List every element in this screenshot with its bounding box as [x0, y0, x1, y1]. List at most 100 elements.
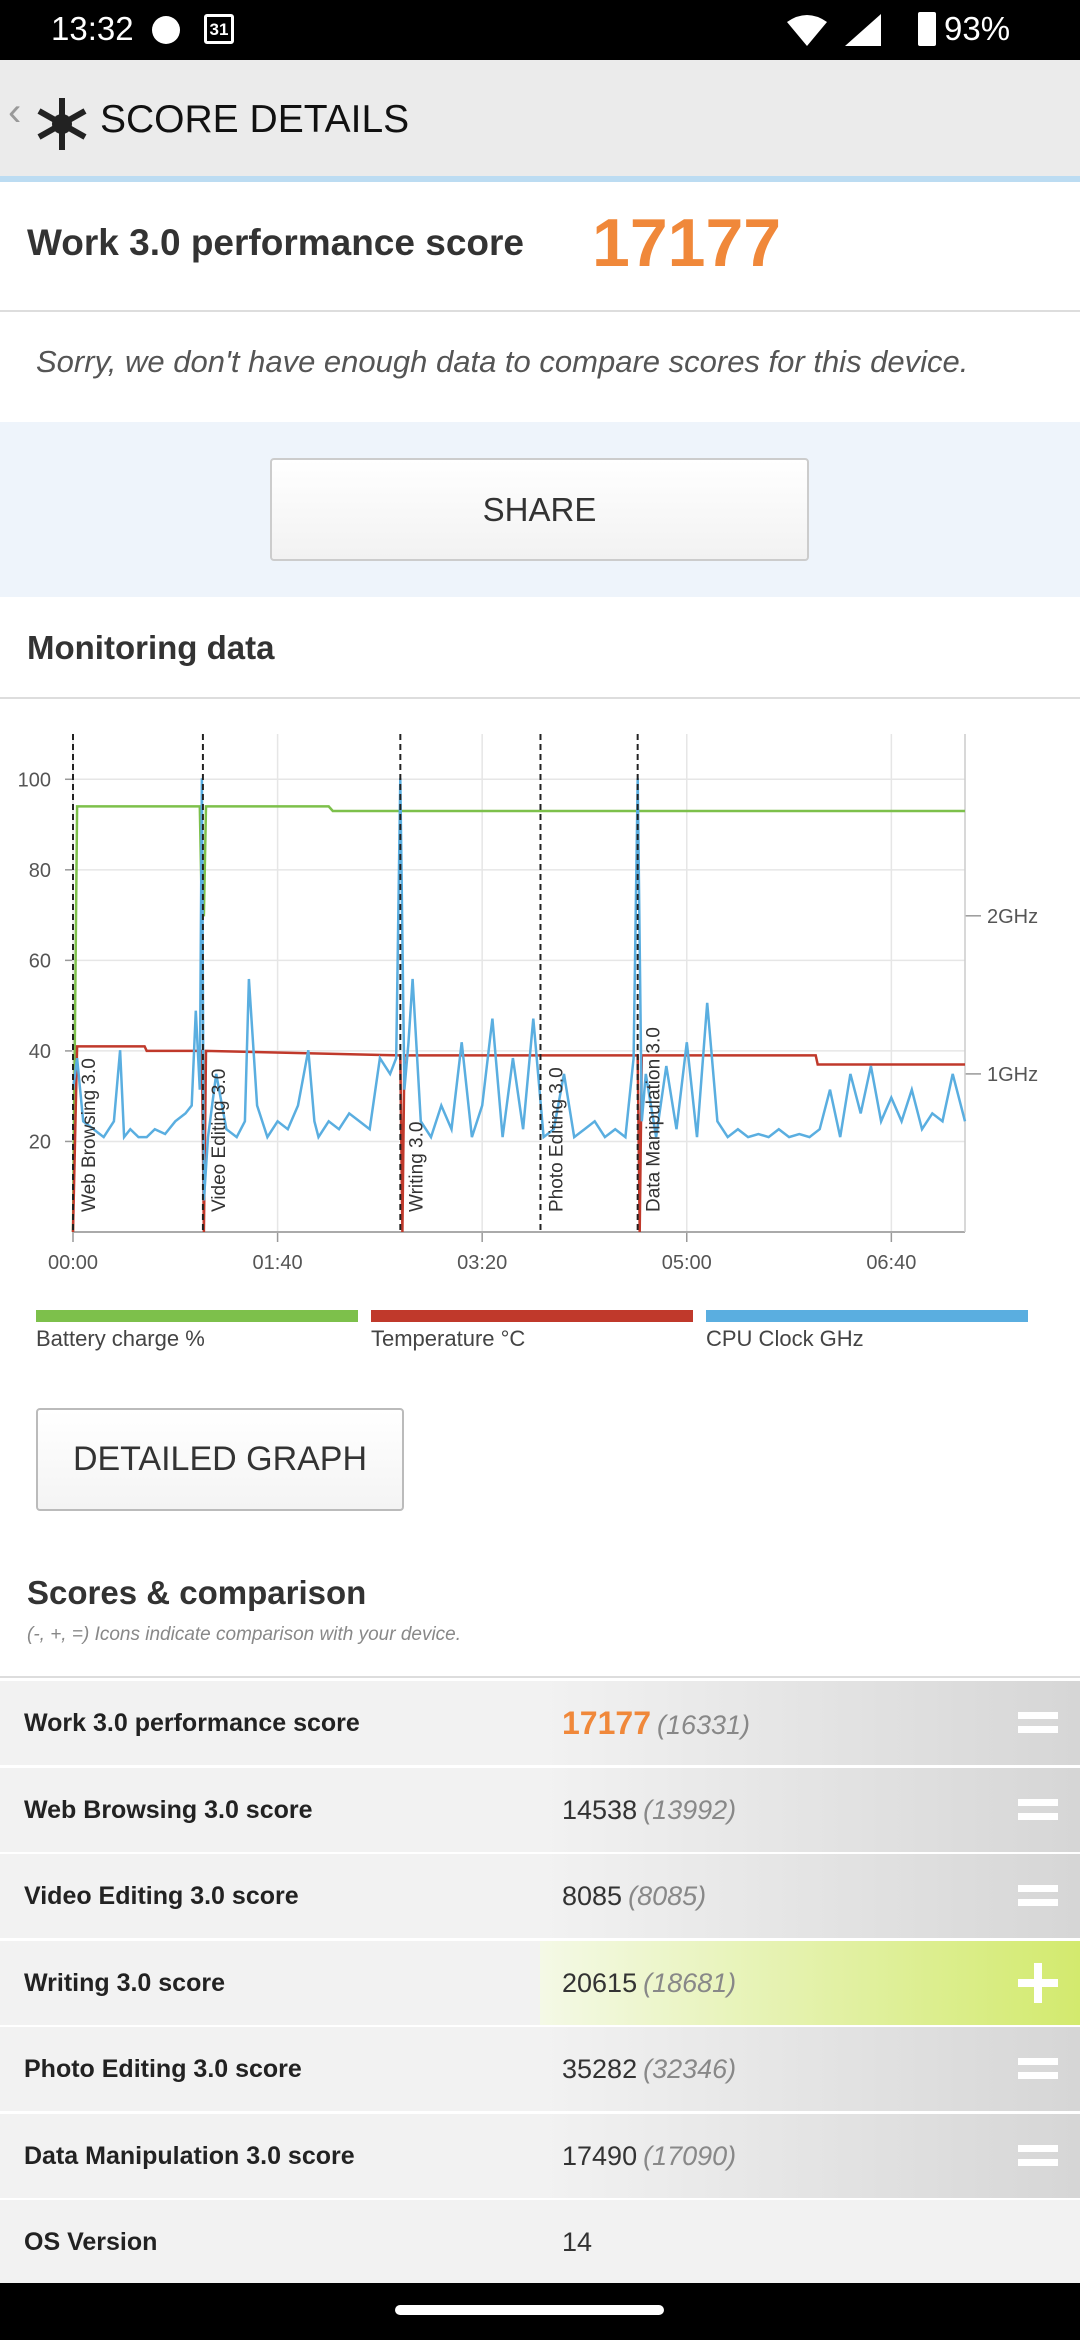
monitoring-header: Monitoring data: [0, 597, 1080, 699]
y-tick-label: 80: [29, 860, 51, 882]
segment-label: Writing 3.0: [406, 1122, 427, 1212]
comparison-icon: [1018, 1712, 1058, 1733]
app-bar: ‹ SCORE DETAILS: [0, 60, 1080, 176]
scores-title: Scores & comparison: [27, 1574, 367, 1611]
x-tick-label: 03:20: [457, 1252, 507, 1274]
score-row: Work 3.0 performance score 17177 (16331): [0, 1681, 1080, 1768]
row-value-cell: 17177 (16331): [540, 1681, 1080, 1765]
row-value: 17490 (17090): [562, 2114, 736, 2198]
row-value-cell: 14: [540, 2200, 1080, 2284]
row-label: Photo Editing 3.0 score: [24, 2055, 302, 2083]
signal-icons: [787, 14, 881, 46]
detailed-graph-button[interactable]: DETAILED GRAPH: [36, 1408, 404, 1511]
score: 14: [562, 2227, 593, 2257]
row-value-cell: 20615 (18681): [540, 1940, 1080, 2025]
series-line: [71, 778, 967, 1201]
row-value: 17177 (16331): [562, 1681, 750, 1767]
nav-bar: [0, 2283, 1080, 2340]
y-tick-label: 40: [29, 1041, 51, 1063]
score: 17177: [562, 1705, 651, 1741]
legend-swatch: [371, 1310, 693, 1322]
score: 8085: [562, 1881, 623, 1911]
score-row: Video Editing 3.0 score 8085 (8085): [0, 1854, 1080, 1941]
series-line: [71, 1045, 965, 1233]
y2-tick-label: 1GHz: [987, 1064, 1038, 1086]
y2-tick-label: 2GHz: [987, 906, 1038, 928]
compare-score: (32346): [643, 2054, 737, 2084]
segment-label: Video Editing 3.0: [209, 1069, 230, 1212]
y-tick-label: 60: [29, 950, 51, 972]
legend-swatch: [706, 1310, 1028, 1322]
row-value: 20615 (18681): [562, 1941, 736, 2025]
x-tick-label: 01:40: [253, 1252, 303, 1274]
row-value-cell: 8085 (8085): [540, 1854, 1080, 1938]
comparison-icon: [1018, 2058, 1058, 2079]
x-tick-label: 00:00: [48, 1252, 98, 1274]
segment-label: Photo Editing 3.0: [546, 1067, 567, 1212]
score-row: Photo Editing 3.0 score 35282 (32346): [0, 2027, 1080, 2114]
compare-score: (16331): [656, 1710, 751, 1740]
legend-label: Temperature °C: [371, 1326, 525, 1351]
messenger-icon: [152, 16, 180, 44]
note-row: Sorry, we don't have enough data to comp…: [0, 312, 1080, 422]
legend-label: CPU Clock GHz: [706, 1326, 864, 1351]
compare-score: (18681): [643, 1967, 737, 1998]
battery-level: 93%: [944, 10, 1011, 47]
battery-icon: [918, 12, 936, 46]
row-value-cell: 14538 (13992): [540, 1767, 1080, 1852]
comparison-icon: [1018, 2144, 1058, 2166]
scores-subtitle: (-, +, =) Icons indicate comparison with…: [27, 1624, 462, 1645]
row-label: Work 3.0 performance score: [24, 1709, 360, 1737]
time: 13:32: [51, 10, 134, 47]
note: Sorry, we don't have enough data to comp…: [36, 344, 969, 379]
share-button[interactable]: SHARE: [270, 458, 809, 561]
row-label: Video Editing 3.0 score: [24, 1882, 299, 1910]
monitoring-title: Monitoring data: [27, 629, 275, 666]
row-value: 14: [562, 2200, 592, 2284]
share-area: SHARE: [0, 422, 1080, 597]
score-label: Work 3.0 performance score: [27, 222, 524, 263]
row-value: 14538 (13992): [562, 1768, 736, 1852]
app-logo: [37, 98, 87, 150]
status-bar: 13:32 31 93%: [0, 0, 1080, 60]
compare-score: (8085): [628, 1881, 707, 1911]
score: 35282: [562, 2054, 638, 2084]
score: 20615: [562, 1967, 638, 1998]
legend-label: Battery charge %: [36, 1326, 205, 1351]
y-tick-label: 20: [29, 1131, 51, 1153]
score-row: Data Manipulation 3.0 score 17490 (17090): [0, 2113, 1080, 2201]
score: 14538: [562, 1794, 638, 1825]
row-value: 8085 (8085): [562, 1854, 706, 1938]
row-value-cell: 17490 (17090): [540, 2113, 1080, 2198]
x-tick-label: 05:00: [662, 1252, 712, 1274]
x-tick-label: 06:40: [866, 1252, 916, 1274]
score-card: Work 3.0 performance score 17177: [0, 182, 1080, 312]
compare-score: (17090): [643, 2140, 737, 2171]
segment-label: Data Manipulation 3.0: [644, 1027, 665, 1212]
score-row: Writing 3.0 score 20615 (18681): [0, 1940, 1080, 2028]
comparison-icon: [1018, 1885, 1058, 1906]
row-value: 35282 (32346): [562, 2027, 736, 2111]
divider: [0, 176, 1080, 182]
y-tick-label: 100: [18, 769, 51, 791]
row-label: Web Browsing 3.0 score: [24, 1795, 313, 1824]
row-label: Data Manipulation 3.0 score: [24, 2141, 355, 2170]
back-button[interactable]: ‹: [8, 90, 22, 134]
score-row: Web Browsing 3.0 score 14538 (13992): [0, 1767, 1080, 1855]
score-value: 17177: [592, 205, 782, 281]
compare-score: (13992): [643, 1794, 737, 1825]
comparison-icon: [1018, 1962, 1058, 2003]
home-indicator[interactable]: [395, 2305, 664, 2315]
legend-swatch: [36, 1310, 358, 1322]
chart: 20 40 60 80 100 00:00 01:40 03:20 05:00 06:40 1GHz…: [18, 734, 1038, 1351]
divider: [0, 1676, 1080, 1678]
row-label: OS Version: [24, 2228, 158, 2256]
row-value-cell: 35282 (32346): [540, 2027, 1080, 2111]
score-row: OS Version 14: [0, 2200, 1080, 2287]
score: 17490: [562, 2140, 638, 2171]
comparison-icon: [1018, 1798, 1058, 1820]
screen-title: SCORE DETAILS: [100, 98, 410, 141]
row-label: Writing 3.0 score: [24, 1968, 225, 1997]
segment-label: Web Browsing 3.0: [79, 1058, 100, 1212]
